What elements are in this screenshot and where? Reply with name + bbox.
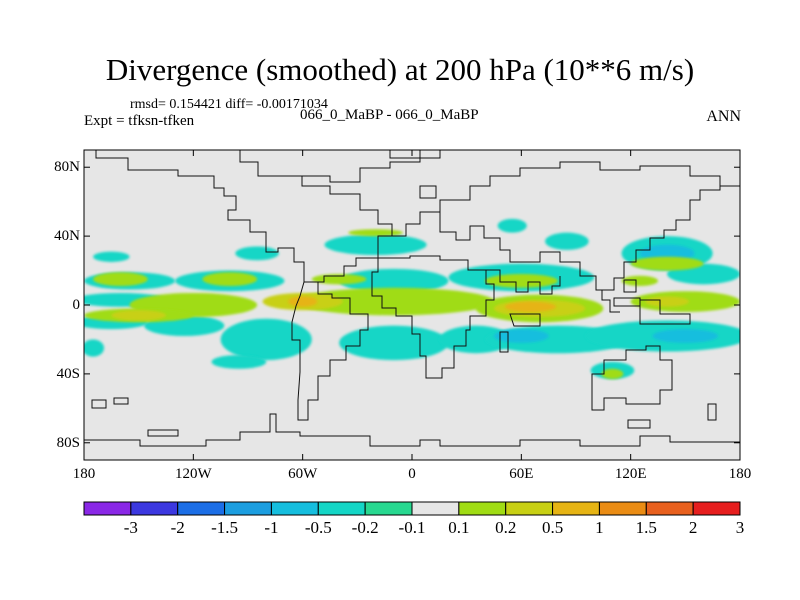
colorbar-label: 3 <box>735 518 745 537</box>
case-label: 066_0_MaBP - 066_0_MaBP <box>300 107 479 123</box>
field-contour-42 <box>504 301 556 312</box>
field-contour-0 <box>93 251 130 262</box>
colorbar-label: -0.1 <box>398 518 426 537</box>
field-contour-24 <box>652 329 719 343</box>
colorbar-label: -1 <box>264 518 279 537</box>
stats-text: rmsd= 0.154421 diff= -0.00171034 <box>130 97 328 112</box>
colorbar-label: 0.1 <box>448 518 470 537</box>
field-contour-3 <box>497 218 527 233</box>
y-tick-label: 80S <box>56 434 80 451</box>
colorbar-label: -2 <box>170 518 185 537</box>
x-tick-label: 120E <box>614 466 647 482</box>
colorbar-label: 0.5 <box>541 518 564 537</box>
colorbar-swatch <box>411 501 460 516</box>
field-contour-2 <box>324 234 427 256</box>
field-contour-26 <box>630 256 704 271</box>
colorbar-swatch <box>645 501 694 516</box>
field-contour-43 <box>288 296 318 307</box>
colorbar-swatch <box>458 501 507 516</box>
field-contour-29 <box>311 274 367 285</box>
field-contour-25 <box>348 229 403 237</box>
field-contour-15 <box>339 325 449 361</box>
field-contour-19 <box>211 354 267 369</box>
field-contour-33 <box>293 287 494 316</box>
field-contour-41 <box>645 296 689 307</box>
colorbar-swatch <box>317 501 366 516</box>
colorbar-swatch <box>505 501 554 516</box>
x-tick-label: 120W <box>174 466 212 482</box>
colorbar-swatch <box>270 501 319 516</box>
x-tick-label: 60E <box>509 466 534 482</box>
field-layer <box>84 218 740 380</box>
colorbar-label: -0.5 <box>304 518 332 537</box>
colorbar-label: 0.2 <box>495 518 517 537</box>
field-contour-1 <box>235 246 279 261</box>
field-contour-37 <box>601 368 624 380</box>
season-label: ANN <box>706 108 741 125</box>
chart-title: Divergence (smoothed) at 200 hPa (10**6 … <box>105 52 695 87</box>
colorbar-swatch <box>598 501 647 516</box>
field-contour-31 <box>621 275 658 287</box>
colorbar-label: 2 <box>688 518 698 537</box>
colorbar-swatch <box>552 501 600 516</box>
field-contour-27 <box>93 272 148 287</box>
experiment-label: Expt = tfksn-tfken <box>84 113 195 129</box>
field-contour-14 <box>220 318 312 361</box>
colorbar-swatch <box>83 501 132 516</box>
x-tick-label: 60W <box>288 466 318 482</box>
field-contour-30 <box>484 274 558 288</box>
coastlines <box>84 150 740 447</box>
colorbar-swatch <box>692 501 741 516</box>
colorbar-swatch <box>130 501 179 516</box>
y-tick-label: 40S <box>56 365 80 382</box>
field-contour-9 <box>339 268 449 293</box>
axis-ticks <box>83 150 741 460</box>
field-contour-21 <box>84 339 105 357</box>
y-tick-label: 40N <box>54 228 80 245</box>
field-contour-28 <box>202 272 258 287</box>
colorbar-label: -0.2 <box>351 518 379 537</box>
x-tick-label: 180 <box>728 466 752 482</box>
x-tick-label: 0 <box>408 466 416 482</box>
x-tick-label: 180 <box>72 466 96 482</box>
colorbar-swatch <box>364 501 413 516</box>
colorbar-label: -1.5 <box>211 518 239 537</box>
colorbar-swatch <box>177 501 226 516</box>
colorbar <box>83 501 741 516</box>
colorbar-label: 1 <box>595 518 604 537</box>
y-tick-label: 0 <box>72 297 81 313</box>
colorbar-swatch <box>224 501 272 516</box>
colorbar-label: -3 <box>123 518 138 537</box>
colorbar-label: 1.5 <box>635 518 657 537</box>
y-tick-label: 80N <box>54 159 80 176</box>
field-contour-4 <box>545 232 589 250</box>
field-contour-40 <box>111 310 166 321</box>
field-contour-23 <box>493 329 549 343</box>
